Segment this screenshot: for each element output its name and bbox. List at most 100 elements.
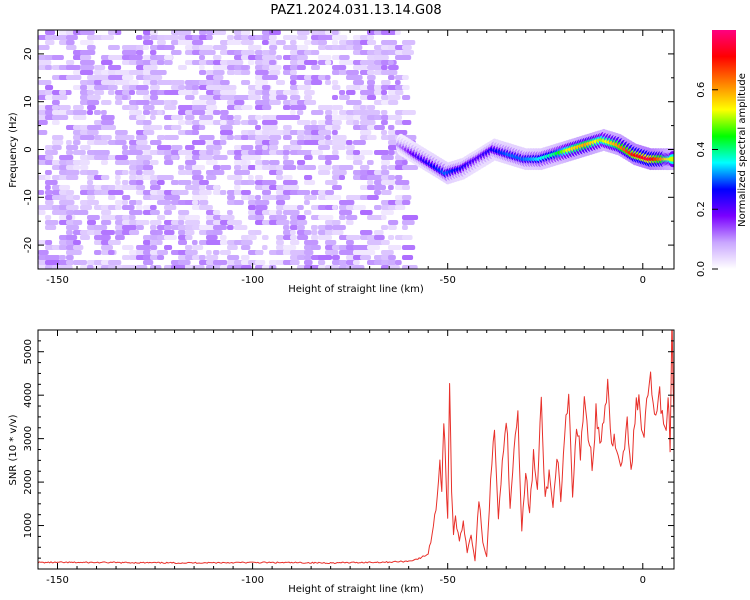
heatmap-noise-cell <box>318 205 327 210</box>
heatmap-noise-cell <box>178 150 193 155</box>
heatmap-noise-cell <box>171 80 185 85</box>
heatmap-noise-cell <box>192 175 204 180</box>
heatmap-noise-cell <box>367 80 375 85</box>
heatmap-noise-cell <box>255 70 269 75</box>
heatmap-noise-cell <box>220 165 232 170</box>
heatmap-noise-cell <box>241 50 255 55</box>
heatmap-noise-cell <box>353 260 360 265</box>
heatmap-noise-cell <box>283 175 293 180</box>
heatmap-noise-cell <box>115 30 122 35</box>
heatmap-noise-cell <box>318 55 332 60</box>
heatmap-noise-cell <box>136 145 151 150</box>
heatmap-noise-cell <box>143 160 151 165</box>
heatmap-noise-cell <box>94 230 102 235</box>
heatmap-noise-cell <box>332 255 340 260</box>
heatmap-noise-cell <box>150 60 160 65</box>
heatmap-noise-cell <box>150 100 165 105</box>
heatmap-noise-cell <box>122 95 128 100</box>
heatmap-noise-cell <box>241 70 251 75</box>
heatmap-noise-cell <box>262 245 268 250</box>
x-tick-label: 0 <box>640 275 646 286</box>
heatmap-noise-cell <box>52 95 68 100</box>
heatmap-noise-cell <box>157 250 168 255</box>
heatmap-noise-cell <box>199 190 212 195</box>
heatmap-noise-cell <box>339 250 355 255</box>
heatmap-noise-cell <box>101 100 112 105</box>
heatmap-noise-cell <box>332 70 341 75</box>
heatmap-noise-cell <box>136 265 148 269</box>
heatmap-noise-cell <box>122 135 135 140</box>
heatmap-noise-cell <box>346 90 356 95</box>
heatmap-noise-cell <box>269 265 277 269</box>
heatmap-noise-cell <box>220 90 237 95</box>
heatmap-noise-cell <box>388 235 395 240</box>
heatmap-noise-cell <box>122 75 134 80</box>
heatmap-noise-cell <box>213 155 228 160</box>
heatmap-noise-cell <box>38 35 47 40</box>
heatmap-noise-cell <box>143 45 149 50</box>
heatmap-noise-cell <box>234 115 242 120</box>
heatmap-noise-cell <box>262 120 278 125</box>
heatmap-noise-cell <box>94 90 105 95</box>
heatmap-noise-cell <box>199 135 215 140</box>
heatmap-noise-cell <box>178 165 185 170</box>
heatmap-noise-cell <box>388 115 402 120</box>
heatmap-noise-cell <box>136 245 151 250</box>
heatmap-noise-cell <box>290 130 299 135</box>
heatmap-noise-cell <box>206 235 218 240</box>
heatmap-noise-cell <box>192 200 199 205</box>
heatmap-noise-cell <box>108 240 121 245</box>
heatmap-noise-cell <box>192 90 199 95</box>
heatmap-noise-cell <box>304 175 313 180</box>
heatmap-noise-cell <box>367 215 384 220</box>
heatmap-noise-cell <box>367 105 376 110</box>
heatmap-noise-cell <box>157 175 174 180</box>
heatmap-noise-cell <box>80 50 96 55</box>
heatmap-noise-cell <box>276 250 284 255</box>
heatmap-noise-cell <box>213 145 222 150</box>
heatmap-noise-cell <box>290 250 307 255</box>
heatmap-noise-cell <box>66 225 79 230</box>
heatmap-noise-cell <box>199 125 206 130</box>
heatmap-noise-cell <box>192 110 206 115</box>
heatmap-noise-cell <box>129 70 145 75</box>
heatmap-noise-cell <box>206 145 215 150</box>
heatmap-noise-cell <box>129 175 137 180</box>
heatmap-noise-cell <box>143 260 154 265</box>
heatmap-noise-cell <box>311 110 324 115</box>
heatmap-noise-cell <box>101 210 112 215</box>
heatmap-noise-cell <box>304 155 313 160</box>
y-tick-label: 2000 <box>23 469 34 494</box>
heatmap-noise-cell <box>402 220 415 225</box>
heatmap-noise-cell <box>402 120 412 125</box>
heatmap-noise-cell <box>304 195 317 200</box>
heatmap-noise-cell <box>87 170 99 175</box>
heatmap-noise-cell <box>248 235 257 240</box>
heatmap-noise-cell <box>115 130 128 135</box>
heatmap-noise-cell <box>388 220 399 225</box>
heatmap-noise-cell <box>94 135 103 140</box>
heatmap-noise-cell <box>206 85 222 90</box>
heatmap-noise-cell <box>136 65 145 70</box>
heatmap-noise-cell <box>150 255 159 260</box>
heatmap-noise-cell <box>367 75 376 80</box>
heatmap-noise-cell <box>332 40 339 45</box>
heatmap-noise-cell <box>318 45 327 50</box>
heatmap-noise-cell <box>248 165 256 170</box>
heatmap-noise-cell <box>381 155 394 160</box>
heatmap-noise-cell <box>248 120 258 125</box>
y-tick-label: 1000 <box>23 513 34 538</box>
heatmap-noise-cell <box>164 160 174 165</box>
heatmap-noise-cell <box>332 205 338 210</box>
heatmap-noise-cell <box>80 65 95 70</box>
heatmap-noise-cell <box>66 250 82 255</box>
heatmap-noise-cell <box>143 40 154 45</box>
heatmap-noise-cell <box>388 135 398 140</box>
heatmap-noise-cell <box>339 65 347 70</box>
heatmap-noise-cell <box>262 160 270 165</box>
heatmap-noise-cell <box>87 215 100 220</box>
heatmap-noise-cell <box>402 265 418 269</box>
heatmap-noise-cell <box>325 115 333 120</box>
heatmap-noise-cell <box>185 185 202 190</box>
